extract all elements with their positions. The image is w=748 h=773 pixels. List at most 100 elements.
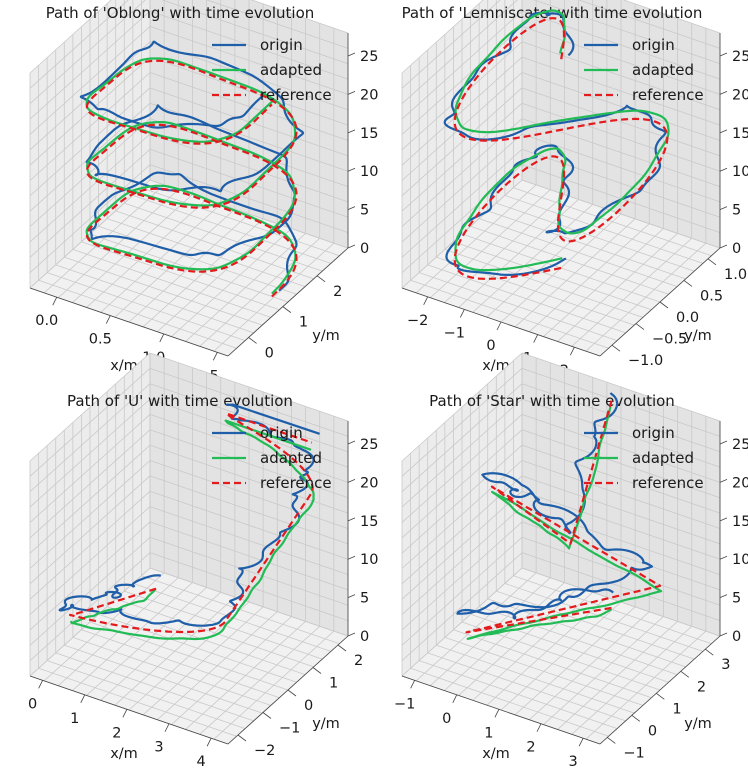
y-tick-label: 3 — [721, 657, 730, 673]
series-origin — [58, 403, 320, 627]
grid-line — [504, 583, 703, 652]
legend-label-adapted: adapted — [260, 61, 322, 79]
grid-line — [521, 414, 721, 483]
grid-line — [149, 429, 349, 499]
legend-label-origin: origin — [632, 36, 675, 54]
y-tick-label: 0.5 — [700, 288, 723, 304]
x-axis-label: x/m — [110, 746, 138, 762]
grid-line — [115, 598, 314, 668]
grid-line — [29, 429, 151, 539]
grid-line — [521, 444, 721, 514]
z-tick-label: 5 — [732, 591, 741, 607]
y-axis-line — [599, 635, 721, 745]
x-tick — [212, 352, 218, 361]
grid-line — [529, 611, 650, 721]
legend-label-reference: reference — [260, 86, 332, 104]
z-tick — [347, 206, 356, 210]
x-tick-label: 0 — [442, 711, 451, 727]
grid-line — [205, 0, 349, 49]
x-tick — [533, 334, 539, 343]
z-tick — [347, 440, 356, 445]
x-tick — [80, 694, 86, 703]
x-tick — [494, 709, 500, 718]
grid-line — [149, 444, 349, 514]
series-reference — [453, 17, 669, 280]
z-tick-label: 25 — [732, 49, 748, 65]
y-axis-line — [227, 247, 349, 357]
grid-line — [29, 460, 151, 569]
x-tick-label: 0.5 — [89, 332, 112, 348]
x-tick — [52, 297, 58, 306]
y-tick — [631, 715, 641, 722]
z-tick — [719, 440, 728, 445]
grid-line — [29, 444, 151, 554]
z-tick — [347, 479, 356, 483]
grid-line — [496, 590, 695, 660]
z-tick-label: 20 — [360, 87, 378, 103]
grid-line — [521, 56, 721, 126]
grid-line — [513, 575, 712, 645]
y-tick — [262, 712, 272, 719]
x-tick-label: 2 — [526, 740, 535, 756]
y-tick-label: 2 — [697, 679, 706, 695]
y-axis-label: y/m — [684, 328, 712, 344]
z-tick — [347, 594, 356, 598]
grid-line — [115, 210, 314, 280]
x-tick — [459, 309, 465, 318]
y-tick — [248, 337, 257, 344]
grid-line — [514, 218, 636, 328]
legend-label-reference: reference — [632, 474, 704, 492]
z-tick-label: 15 — [360, 514, 378, 530]
z-tick-label: 10 — [732, 164, 748, 180]
z-tick-label: 15 — [360, 126, 378, 142]
grid-line — [571, 625, 692, 735]
grid-line — [149, 10, 349, 80]
grid-line — [29, 10, 151, 120]
grid-line — [401, 352, 523, 462]
y-tick — [237, 734, 247, 742]
grid-line — [171, 616, 292, 725]
grid-line — [496, 202, 695, 272]
legend: origin adapted reference — [212, 36, 332, 104]
grid-line — [479, 218, 678, 287]
z-tick-label: 25 — [732, 437, 748, 453]
grid-line — [29, 0, 112, 74]
series-adapted — [466, 406, 663, 640]
series-adapted — [70, 419, 315, 641]
legend: origin adapted reference — [584, 424, 704, 492]
grid-line — [142, 606, 264, 716]
grid-line — [521, 26, 721, 95]
grid-line — [401, 26, 523, 135]
y-axis-label: y/m — [312, 716, 340, 732]
grid-line — [29, 383, 151, 493]
grid-line — [401, 0, 518, 105]
z-tick-label: 20 — [732, 475, 748, 491]
grid-line — [149, 26, 349, 95]
x-tick — [423, 296, 429, 305]
legend-label-adapted: adapted — [632, 449, 694, 467]
x-tick-label: 0 — [28, 696, 37, 712]
z-tick — [347, 52, 356, 57]
y-tick — [312, 667, 322, 674]
x-tick-label: −1 — [444, 325, 465, 341]
grid-line — [149, 72, 349, 141]
x-tick — [38, 680, 43, 689]
series-reference — [69, 412, 314, 634]
grid-line — [543, 228, 664, 337]
z-tick-label: 20 — [732, 87, 748, 103]
y-axis-label: y/m — [312, 328, 340, 344]
grid-line — [213, 630, 335, 740]
grid-line — [529, 223, 650, 333]
z-tick — [719, 594, 728, 598]
y-tick — [287, 689, 297, 697]
legend-label-origin: origin — [260, 424, 303, 442]
grid-line — [29, 72, 151, 181]
grid-line — [149, 352, 349, 422]
legend: origin adapted reference — [584, 36, 704, 104]
grid-line — [521, 383, 721, 453]
grid-line — [470, 225, 669, 295]
z-tick — [719, 129, 728, 134]
grid-line — [149, 460, 349, 529]
x-axis-line — [29, 287, 229, 357]
